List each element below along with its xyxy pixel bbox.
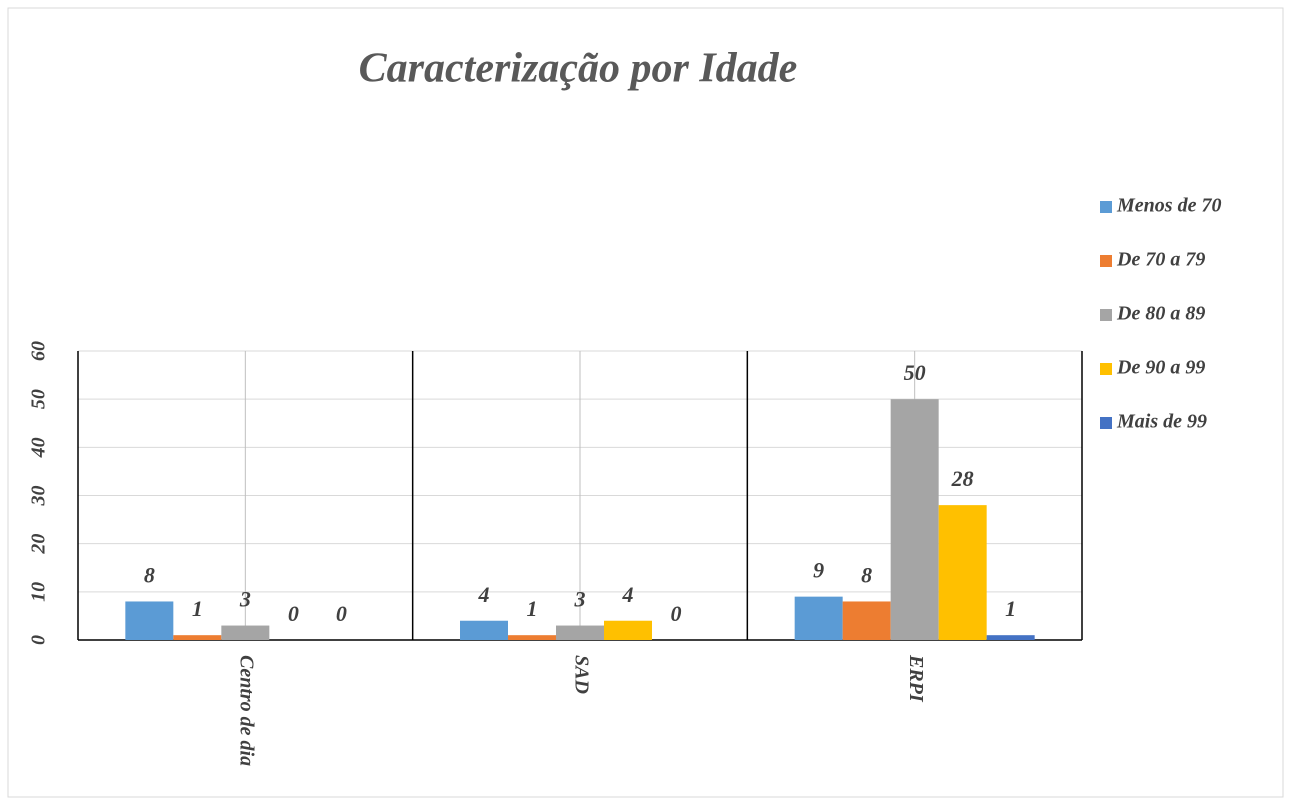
legend-swatch [1100,201,1112,213]
y-tick-label: 60 [28,341,50,361]
y-tick-label: 10 [28,582,50,602]
data-label: 28 [951,466,974,491]
legend-label: Mais de 99 [1116,411,1207,433]
bar [604,620,652,640]
y-tick-label: 0 [28,635,50,645]
data-label: 0 [671,601,682,626]
y-tick-label: 20 [28,534,50,555]
data-label: 9 [813,558,824,583]
bar [173,635,222,640]
x-tick-label: ERPI [905,654,927,703]
y-tick-label: 30 [28,486,50,507]
bar [890,399,939,640]
data-label: 0 [336,601,347,626]
legend-swatch [1100,363,1112,375]
bar [508,635,556,640]
data-label: 3 [574,587,586,612]
legend-label: De 70 a 79 [1116,249,1205,271]
bar [842,601,891,640]
x-tick-label: Centro de dia [236,655,258,766]
data-label: 1 [527,596,538,621]
legend-swatch [1100,417,1112,429]
data-label: 50 [904,360,926,385]
bar [556,625,604,640]
y-tick-label: 50 [28,389,50,409]
data-label: 4 [478,582,490,607]
data-label: 1 [1005,596,1016,621]
chart-border [7,7,1284,798]
x-tick-label: SAD [570,655,592,694]
bar [986,635,1035,640]
data-label: 8 [861,563,872,588]
bar [125,601,174,640]
chart-title: Caracterização por Idade [359,46,798,92]
legend-swatch [1100,255,1112,267]
data-label: 3 [239,587,251,612]
data-label: 0 [288,601,299,626]
legend-label: De 80 a 89 [1116,303,1205,325]
bar [938,505,987,640]
legend-label: Menos de 70 [1116,195,1221,217]
bar [460,620,508,640]
y-tick-label: 40 [28,437,50,458]
legend-swatch [1100,309,1112,321]
data-label: 4 [622,582,634,607]
data-label: 1 [192,596,203,621]
bar [221,625,270,640]
legend-label: De 90 a 99 [1116,357,1205,379]
data-label: 8 [144,563,155,588]
bar [794,596,843,640]
